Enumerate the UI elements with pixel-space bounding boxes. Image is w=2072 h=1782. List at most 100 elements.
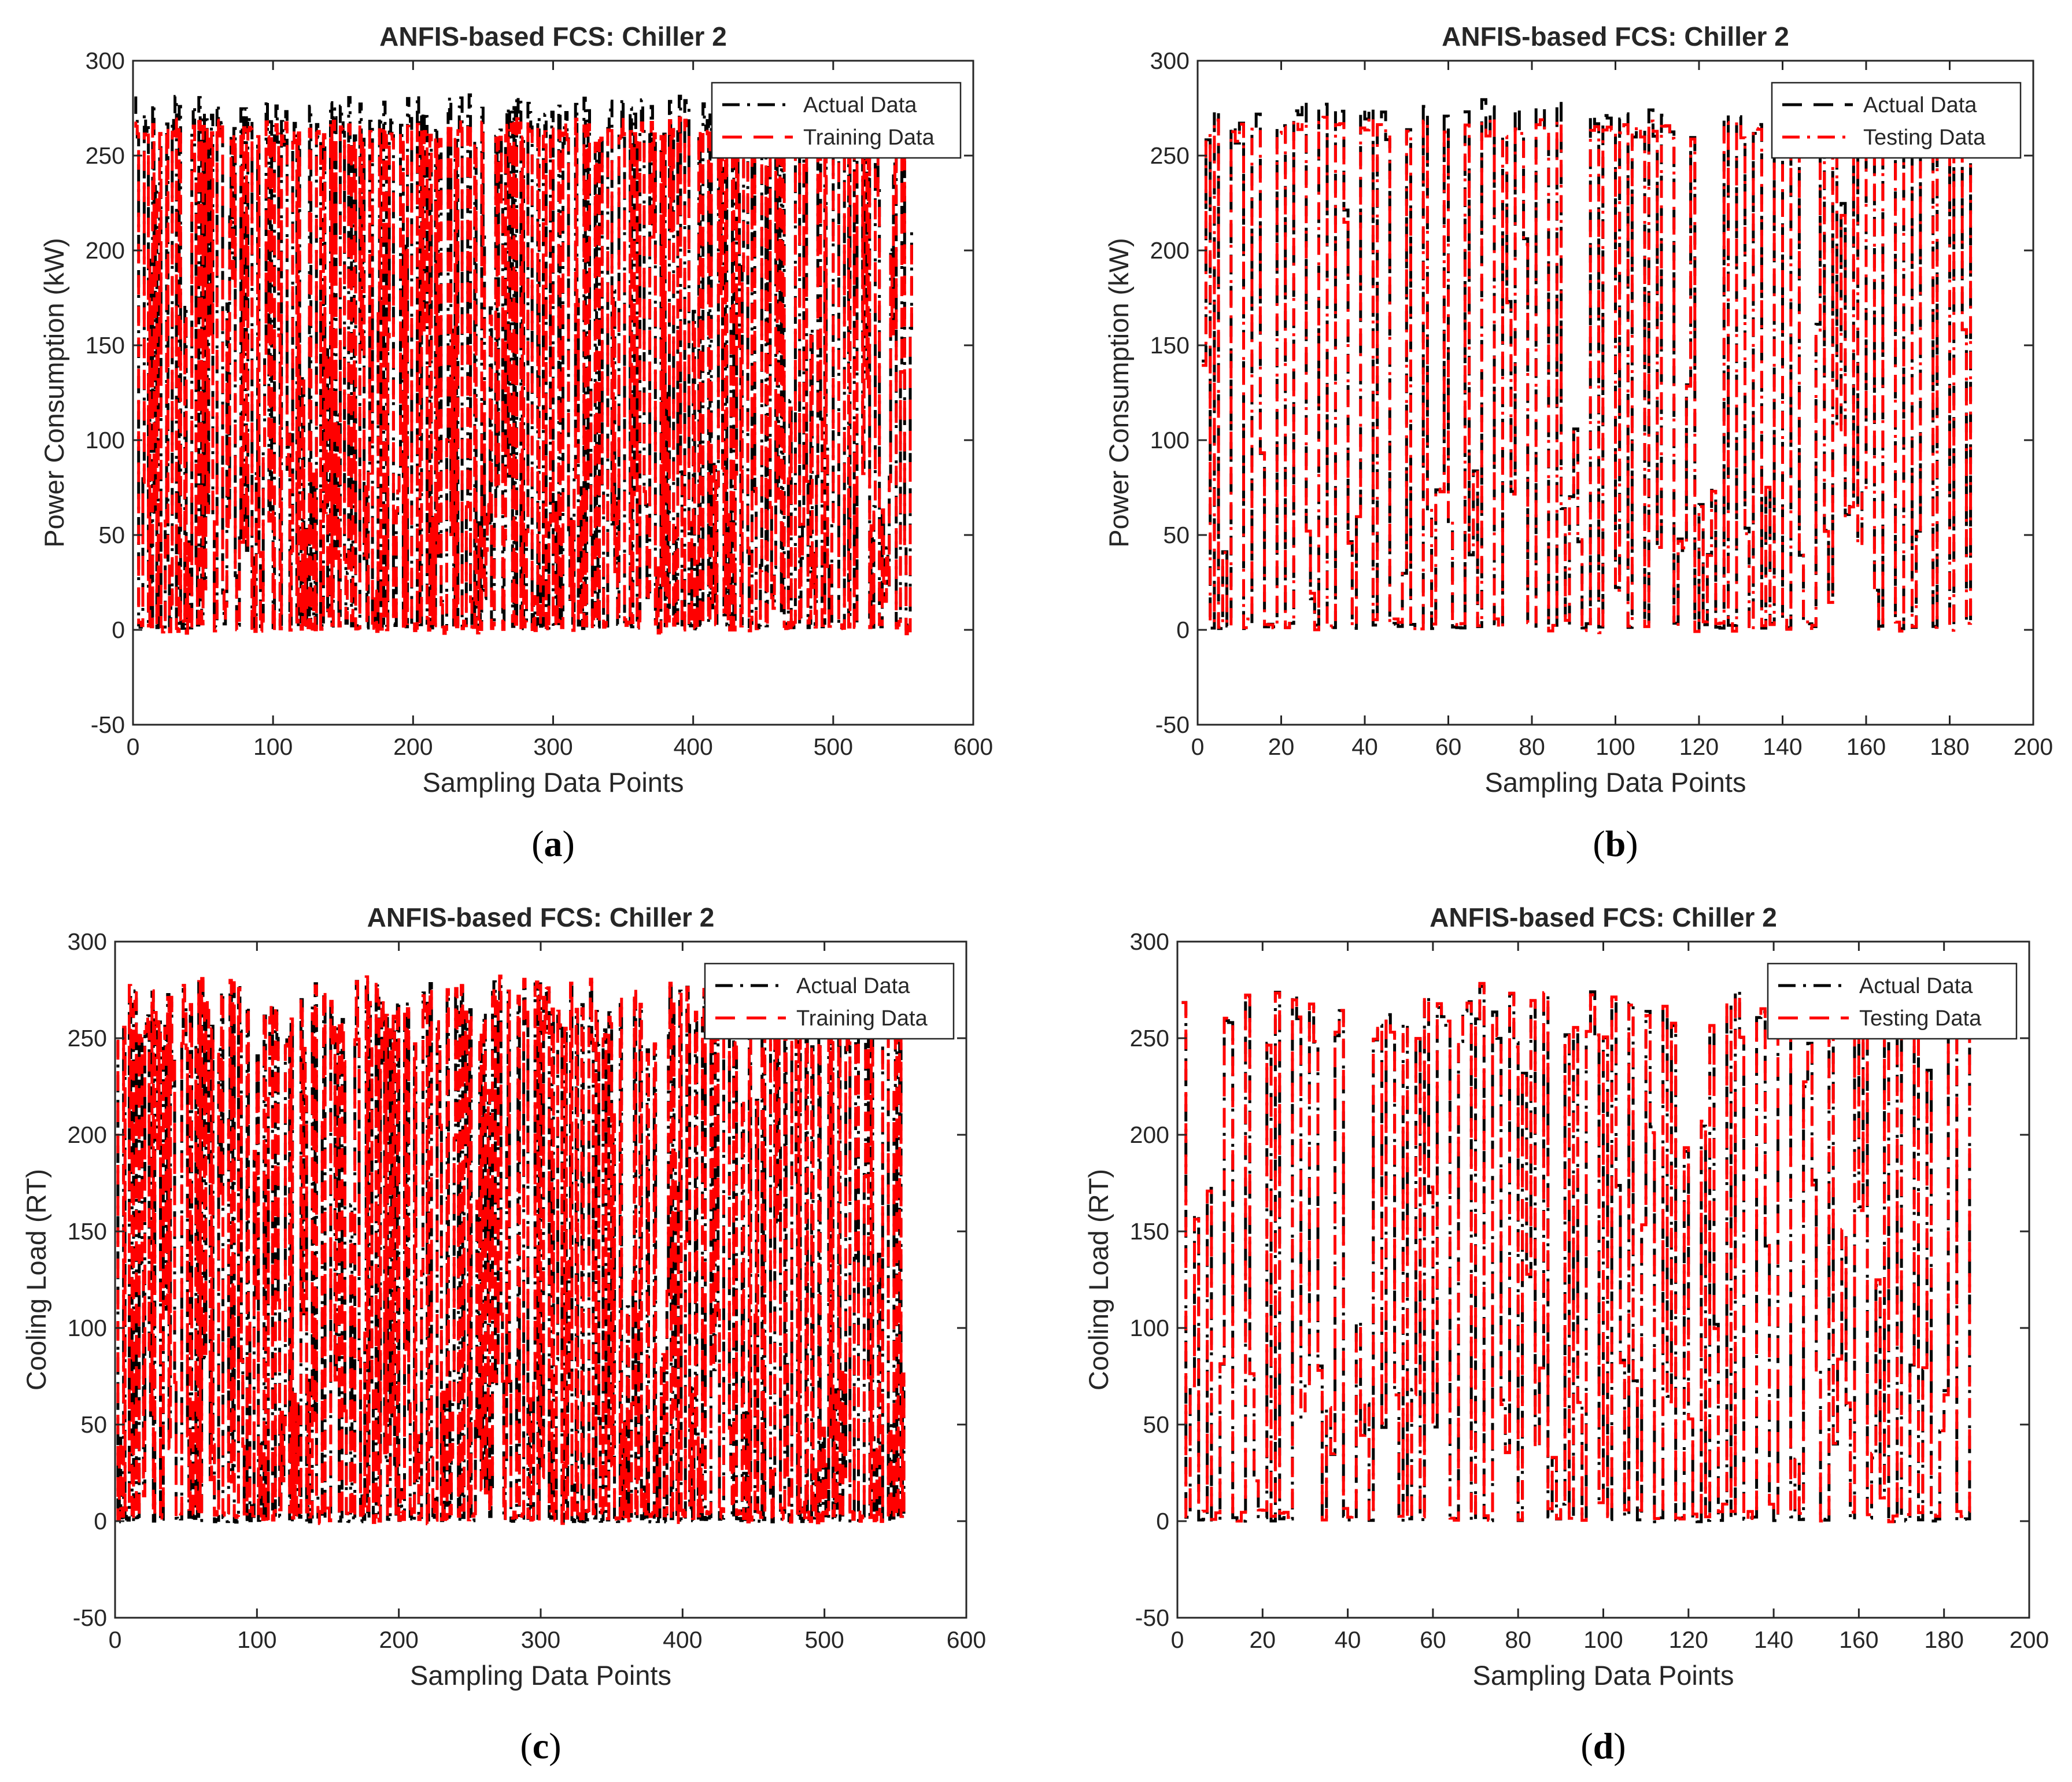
chart-b-ytick-label: -50 [1155, 711, 1190, 738]
chart-a-xtick-label: 0 [127, 733, 140, 760]
chart-d-xlabel: Sampling Data Points [1473, 1660, 1734, 1691]
chart-a-ytick-label: 150 [86, 332, 125, 359]
chart-d-xtick-label: 120 [1669, 1626, 1708, 1653]
chart-b-legend-label-actual: Actual Data [1863, 93, 1977, 117]
chart-c-xtick-label: 0 [109, 1626, 122, 1653]
chart-c-title: ANFIS-based FCS: Chiller 2 [367, 902, 715, 932]
chart-d-ytick-label: 100 [1130, 1315, 1169, 1341]
chart-a-ytick-label: 50 [98, 522, 125, 548]
chart-d-xtick-label: 60 [1420, 1626, 1446, 1653]
chart-a-xtick-label: 200 [393, 733, 433, 760]
chart-c-ytick-label: 300 [68, 928, 107, 955]
chart-b-ytick-label: 50 [1163, 522, 1190, 548]
chart-c-xtick-label: 600 [947, 1626, 986, 1653]
chart-b-xtick-label: 120 [1679, 733, 1719, 760]
chart-d-legend-box [1767, 962, 2018, 1040]
chart-d-legend-label-model: Testing Data [1859, 1006, 1982, 1031]
chart-c-ytick-label: 100 [68, 1315, 107, 1341]
chart-d-xtick-label: 200 [2010, 1626, 2049, 1653]
chart-c-legend-box [704, 962, 955, 1040]
chart-a-title: ANFIS-based FCS: Chiller 2 [379, 21, 727, 51]
chart-d-legend: Actual Data Testing Data [1767, 962, 2018, 1040]
chart-b-xtick-label: 0 [1191, 733, 1205, 760]
chart-b-ytick-label: 200 [1150, 237, 1190, 264]
chart-a-ytick-label: -50 [91, 711, 125, 738]
chart-a-xlabel: Sampling Data Points [423, 767, 684, 798]
chart-a-xtick-label: 500 [814, 733, 853, 760]
chart-d-xtick-label: 20 [1249, 1626, 1276, 1653]
chart-d-ylabel: Cooling Load (RT) [1083, 1169, 1114, 1390]
chart-d-xtick-label: 100 [1583, 1626, 1623, 1653]
chart-a-xtick-label: 600 [954, 733, 993, 760]
chart-b-xtick-label: 200 [2014, 733, 2053, 760]
chart-d-xtick-label: 0 [1171, 1626, 1184, 1653]
chart-c-ytick-label: 50 [80, 1411, 107, 1438]
chart-b-xtick-label: 140 [1763, 733, 1802, 760]
chart-b-title: ANFIS-based FCS: Chiller 2 [1442, 21, 1789, 51]
chart-b-xtick-label: 80 [1519, 733, 1545, 760]
chart-a-ytick-label: 300 [86, 47, 125, 74]
chart-c-legend-label-actual: Actual Data [796, 974, 910, 998]
chart-c-xlabel: Sampling Data Points [410, 1660, 671, 1691]
chart-c-ytick-label: -50 [73, 1604, 107, 1631]
chart-d-title: ANFIS-based FCS: Chiller 2 [1430, 902, 1777, 932]
chart-a-legend-box [711, 82, 962, 159]
chart-d-ytick-label: 0 [1156, 1508, 1169, 1534]
chart-c-legend-label-model: Training Data [796, 1006, 928, 1031]
chart-d-ytick-label: 150 [1130, 1218, 1169, 1245]
chart-a-ytick-label: 200 [86, 237, 125, 264]
chart-c-ytick-label: 200 [68, 1121, 107, 1148]
chart-d-xtick-label: 140 [1754, 1626, 1793, 1653]
chart-b-ylabel: Power Consumption (kW) [1103, 238, 1134, 547]
chart-b-legend: Actual Data Testing Data [1771, 82, 2022, 159]
chart-a-xtick-label: 400 [673, 733, 712, 760]
chart-d-ytick-label: 300 [1130, 928, 1169, 955]
chart-d-series-model-line [1181, 982, 1974, 1523]
chart-c-ytick-label: 150 [68, 1218, 107, 1245]
chart-d-legend-label-actual: Actual Data [1859, 974, 1973, 998]
chart-b-xtick-label: 180 [1930, 733, 1969, 760]
chart-c-xtick-label: 100 [237, 1626, 276, 1653]
chart-d-xtick-label: 40 [1335, 1626, 1361, 1653]
chart-b-ytick-label: 0 [1176, 617, 1190, 643]
chart-a-caption: (a) [531, 823, 575, 864]
chart-a-series-model-line [134, 116, 913, 636]
chart-b-xtick-label: 40 [1351, 733, 1378, 760]
chart-b-caption: (b) [1593, 823, 1638, 864]
chart-b-xtick-label: 20 [1268, 733, 1295, 760]
chart-b-legend-box [1771, 82, 2022, 159]
chart-b-xlabel: Sampling Data Points [1485, 767, 1746, 798]
chart-d-ytick-label: 50 [1143, 1411, 1169, 1438]
chart-a-ytick-label: 100 [86, 427, 125, 453]
chart-d-xtick-label: 180 [1924, 1626, 1963, 1653]
chart-c-xtick-label: 400 [663, 1626, 702, 1653]
chart-d-caption: (d) [1580, 1725, 1626, 1766]
chart-c-xtick-label: 300 [521, 1626, 560, 1653]
chart-a-ytick-label: 250 [86, 142, 125, 169]
chart-a-legend: Actual Data Training Data [711, 82, 962, 159]
chart-b-xtick-label: 60 [1435, 733, 1462, 760]
chart-b-ytick-label: 250 [1150, 142, 1190, 169]
chart-d-xtick-label: 160 [1839, 1626, 1878, 1653]
chart-c-ytick-label: 0 [94, 1508, 107, 1534]
chart-d-ytick-label: 200 [1130, 1121, 1169, 1148]
chart-d-xtick-label: 80 [1505, 1626, 1531, 1653]
chart-b-ytick-label: 150 [1150, 332, 1190, 359]
chart-a-xtick-label: 100 [253, 733, 293, 760]
chart-c-ylabel: Cooling Load (RT) [21, 1169, 51, 1390]
chart-a-xtick-label: 300 [533, 733, 573, 760]
chart-c-caption: (c) [520, 1725, 561, 1766]
chart-a-ylabel: Power Consumption (kW) [39, 238, 69, 547]
chart-c-ytick-label: 250 [68, 1025, 107, 1052]
chart-c-series-model-line [116, 975, 906, 1526]
chart-c-xtick-label: 200 [379, 1626, 418, 1653]
chart-b-xtick-label: 100 [1595, 733, 1635, 760]
chart-d-ytick-label: -50 [1135, 1604, 1169, 1631]
chart-b-ytick-label: 100 [1150, 427, 1190, 453]
chart-b-legend-label-model: Testing Data [1863, 126, 1986, 150]
